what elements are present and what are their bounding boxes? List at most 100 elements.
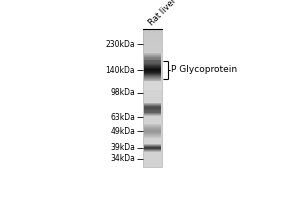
Bar [144,66,161,67]
Bar [144,126,161,127]
Bar [143,29,162,167]
Bar [143,78,162,79]
Bar [143,96,162,97]
Bar [143,80,162,81]
Bar [144,64,161,65]
Bar [143,95,162,96]
Bar [143,102,162,103]
Bar [144,132,161,133]
Bar [143,105,162,107]
Bar [144,130,161,131]
Bar [143,29,162,30]
Bar [144,136,161,137]
Bar [143,92,162,93]
Bar [143,137,162,138]
Bar [143,52,162,53]
Bar [143,48,162,50]
Bar [143,160,162,161]
Bar [143,159,162,160]
Bar [143,36,162,37]
Bar [143,66,162,67]
Bar [143,45,162,46]
Bar [143,153,162,154]
Bar [143,73,162,74]
Bar [143,151,162,152]
Bar [144,77,161,78]
Bar [143,60,162,61]
Bar [144,57,161,58]
Bar [143,90,162,92]
Bar [143,115,162,116]
Bar [144,137,161,138]
Bar [143,128,162,129]
Bar [143,109,162,110]
Bar [144,134,161,135]
Bar [143,61,162,62]
Bar [144,62,161,63]
Bar [144,69,161,70]
Bar [143,121,162,122]
Bar [143,32,162,33]
Bar [143,131,162,132]
Bar [144,129,161,130]
Bar [143,51,162,52]
Bar [144,70,161,71]
Bar [143,116,162,117]
Bar [144,58,161,59]
Bar [143,53,162,54]
Bar [143,124,162,125]
Text: Rat liver: Rat liver [147,0,179,27]
Text: 39kDa: 39kDa [110,143,135,152]
Text: 49kDa: 49kDa [110,127,135,136]
Bar [143,104,162,105]
Bar [144,53,161,54]
Bar [143,59,162,60]
Bar [143,46,162,47]
Bar [143,97,162,99]
Bar [143,147,162,149]
Bar [143,30,162,31]
Bar [143,103,162,104]
Bar [144,75,161,76]
Bar [143,100,162,101]
Bar [143,64,162,65]
Text: 63kDa: 63kDa [110,113,135,122]
Bar [143,94,162,95]
Bar [143,101,162,102]
Bar [144,64,161,65]
Text: 230kDa: 230kDa [106,40,135,49]
Text: P Glycoprotein: P Glycoprotein [171,65,237,74]
Bar [143,142,162,143]
Bar [143,129,162,130]
Bar [143,89,162,90]
Bar [144,63,161,64]
Bar [143,108,162,109]
Bar [143,119,162,121]
Bar [143,31,162,32]
Text: 34kDa: 34kDa [110,154,135,163]
Bar [143,166,162,167]
Bar [143,111,162,112]
Bar [143,135,162,136]
Bar [143,161,162,163]
Bar [143,37,162,38]
Bar [144,59,161,60]
Bar [143,34,162,36]
Bar [144,125,161,126]
Bar [144,65,161,66]
Bar [143,44,162,45]
Bar [143,110,162,111]
Bar [143,72,162,73]
Text: 140kDa: 140kDa [106,66,135,75]
Bar [143,69,162,71]
Bar [143,79,162,80]
Bar [144,61,161,62]
Bar [144,128,161,129]
Bar [143,47,162,48]
Bar [144,65,161,66]
Bar [143,154,162,156]
Bar [144,60,161,61]
Bar [143,158,162,159]
Bar [143,150,162,151]
Bar [144,79,161,80]
